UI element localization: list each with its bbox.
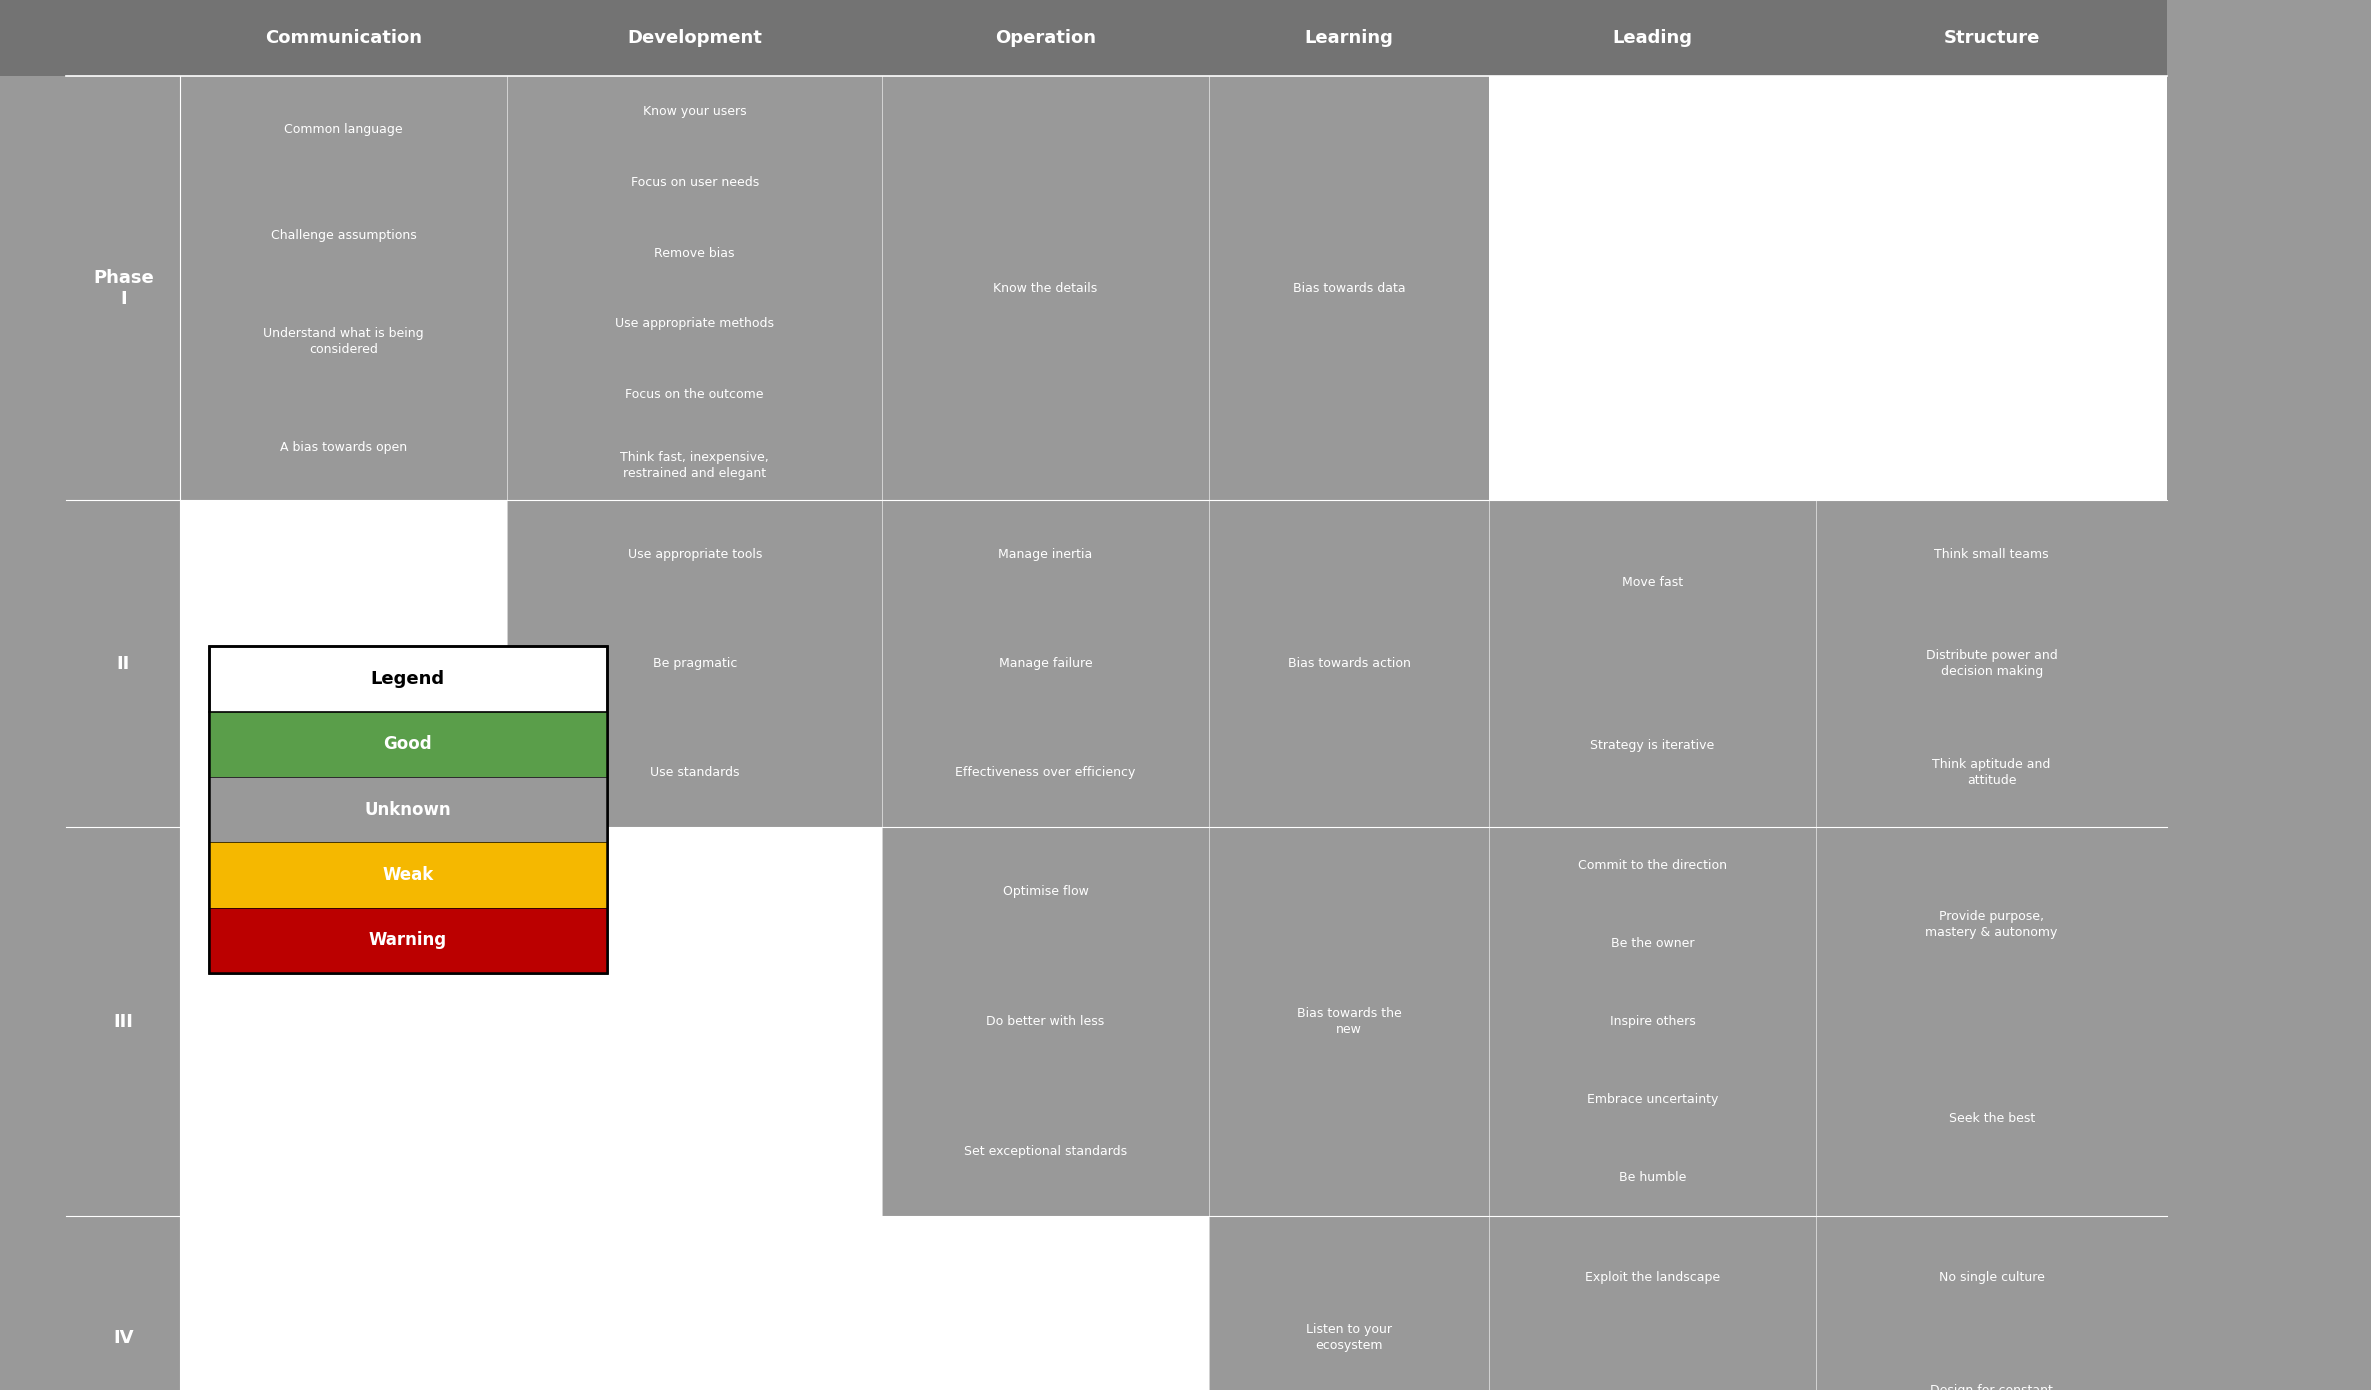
Text: Common language: Common language bbox=[285, 122, 403, 136]
Bar bbox=[0, 0, 2167, 76]
Bar bbox=[209, 646, 607, 973]
Text: Bias towards data: Bias towards data bbox=[1292, 282, 1406, 295]
Text: Move fast: Move fast bbox=[1622, 575, 1683, 588]
Text: Be the owner: Be the owner bbox=[1610, 937, 1695, 951]
Text: A bias towards open: A bias towards open bbox=[280, 441, 408, 455]
Text: Focus on user needs: Focus on user needs bbox=[631, 177, 759, 189]
Bar bbox=[507, 1216, 882, 1390]
Text: Distribute power and
decision making: Distribute power and decision making bbox=[1925, 649, 2058, 678]
Text: Know the details: Know the details bbox=[993, 282, 1098, 295]
Text: Be humble: Be humble bbox=[1619, 1170, 1686, 1184]
Bar bbox=[209, 842, 607, 908]
Text: Phase
I: Phase I bbox=[92, 270, 154, 307]
Text: Think fast, inexpensive,
restrained and elegant: Think fast, inexpensive, restrained and … bbox=[621, 450, 768, 480]
Text: Know your users: Know your users bbox=[643, 106, 747, 118]
Text: Seek the best: Seek the best bbox=[1949, 1112, 2034, 1126]
Text: Inspire others: Inspire others bbox=[1610, 1015, 1695, 1029]
Text: Strategy is iterative: Strategy is iterative bbox=[1591, 739, 1714, 752]
Text: Warning: Warning bbox=[370, 931, 446, 949]
Text: Use appropriate methods: Use appropriate methods bbox=[614, 317, 775, 331]
Text: Provide purpose,
mastery & autonomy: Provide purpose, mastery & autonomy bbox=[1925, 910, 2058, 938]
Text: Good: Good bbox=[384, 735, 432, 753]
Text: Manage failure: Manage failure bbox=[998, 657, 1093, 670]
Text: Think aptitude and
attitude: Think aptitude and attitude bbox=[1932, 758, 2051, 787]
Text: Understand what is being
considered: Understand what is being considered bbox=[263, 327, 424, 356]
Text: Challenge assumptions: Challenge assumptions bbox=[270, 229, 417, 242]
Bar bbox=[180, 827, 507, 1216]
Text: Exploit the landscape: Exploit the landscape bbox=[1586, 1270, 1719, 1283]
Text: Do better with less: Do better with less bbox=[986, 1015, 1105, 1029]
Bar bbox=[882, 1216, 1209, 1390]
Text: Commit to the direction: Commit to the direction bbox=[1579, 859, 1726, 873]
Text: Leading: Leading bbox=[1612, 29, 1693, 47]
Bar bbox=[180, 500, 507, 827]
Text: Effectiveness over efficiency: Effectiveness over efficiency bbox=[956, 766, 1136, 780]
Bar bbox=[1489, 76, 1816, 500]
Text: Use standards: Use standards bbox=[650, 766, 740, 780]
Text: Remove bias: Remove bias bbox=[654, 246, 735, 260]
Text: Unknown: Unknown bbox=[365, 801, 450, 819]
Bar bbox=[209, 646, 607, 973]
Bar bbox=[209, 712, 607, 777]
Text: Listen to your
ecosystem: Listen to your ecosystem bbox=[1306, 1323, 1392, 1352]
Text: III: III bbox=[114, 1013, 133, 1030]
Text: Bias towards action: Bias towards action bbox=[1287, 657, 1411, 670]
Text: Design for constant
evolution: Design for constant evolution bbox=[1930, 1384, 2053, 1390]
Text: Think small teams: Think small teams bbox=[1935, 548, 2049, 562]
Text: Manage inertia: Manage inertia bbox=[998, 548, 1093, 562]
Bar bbox=[507, 827, 882, 1216]
Bar bbox=[66, 76, 2167, 1390]
Text: Development: Development bbox=[628, 29, 761, 47]
Text: No single culture: No single culture bbox=[1939, 1270, 2044, 1283]
Text: Bias towards the
new: Bias towards the new bbox=[1297, 1008, 1401, 1036]
Text: Set exceptional standards: Set exceptional standards bbox=[965, 1145, 1126, 1158]
Text: Weak: Weak bbox=[382, 866, 434, 884]
Text: II: II bbox=[116, 655, 130, 673]
Text: Learning: Learning bbox=[1304, 29, 1394, 47]
Text: Optimise flow: Optimise flow bbox=[1003, 885, 1088, 898]
Bar bbox=[1816, 76, 2167, 500]
Text: Embrace uncertainty: Embrace uncertainty bbox=[1586, 1093, 1719, 1106]
Bar bbox=[209, 777, 607, 842]
Text: Legend: Legend bbox=[370, 670, 446, 688]
Text: Use appropriate tools: Use appropriate tools bbox=[628, 548, 761, 562]
Text: Communication: Communication bbox=[266, 29, 422, 47]
Text: IV: IV bbox=[114, 1329, 133, 1347]
Text: Focus on the outcome: Focus on the outcome bbox=[626, 388, 763, 400]
Text: Structure: Structure bbox=[1944, 29, 2039, 47]
Text: Operation: Operation bbox=[996, 29, 1095, 47]
Bar bbox=[180, 1216, 507, 1390]
Text: Be pragmatic: Be pragmatic bbox=[652, 657, 737, 670]
Bar bbox=[209, 908, 607, 973]
